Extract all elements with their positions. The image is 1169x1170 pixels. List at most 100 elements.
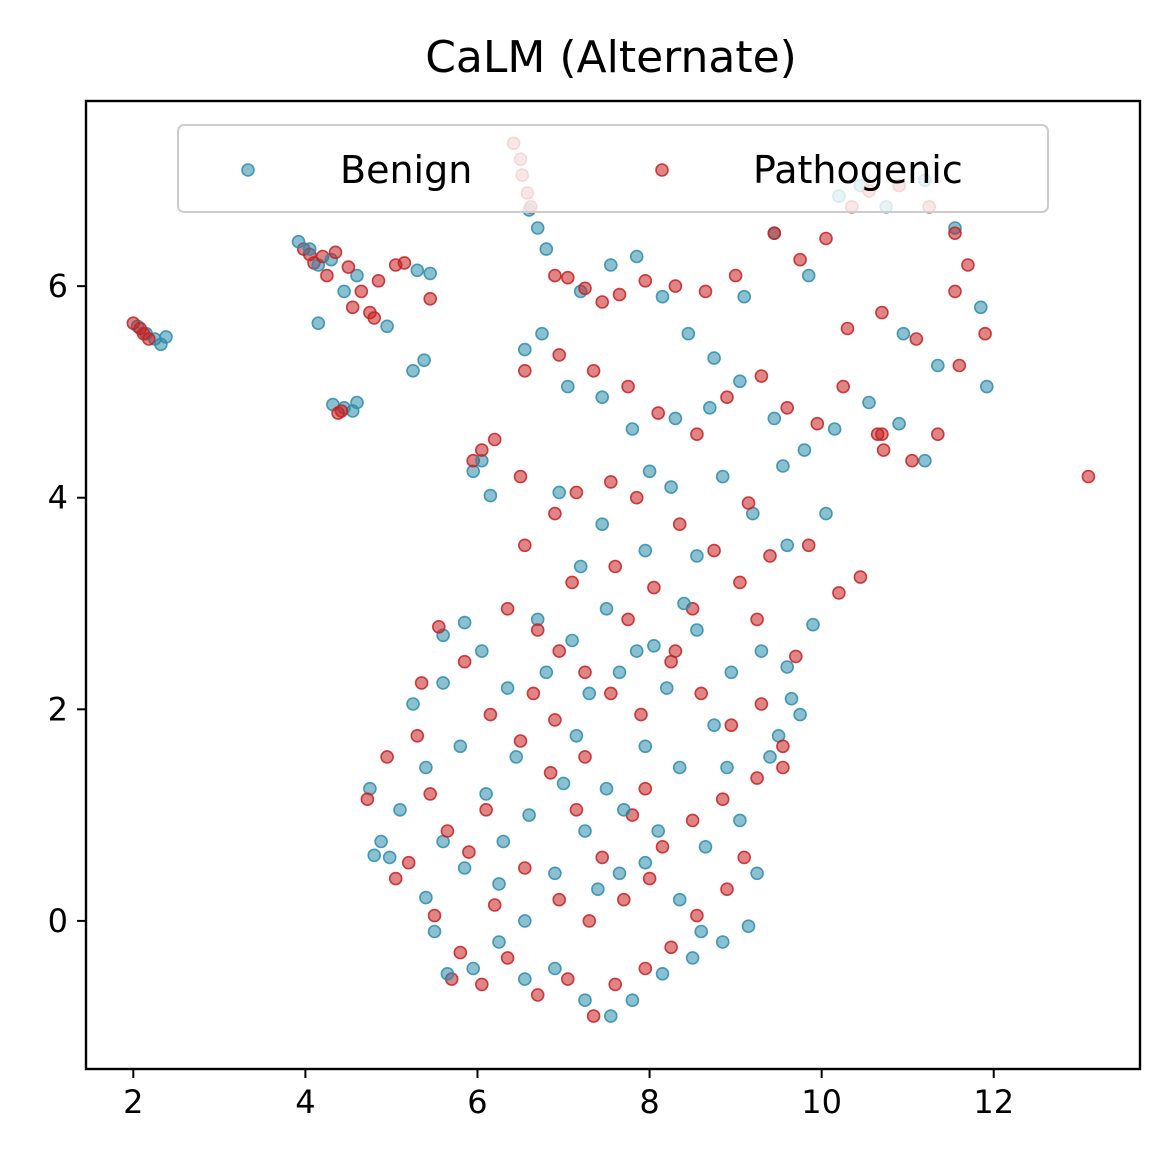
benign-point — [720, 760, 734, 775]
pathogenic-point — [612, 287, 627, 302]
benign-point — [423, 266, 438, 281]
pathogenic-point — [948, 284, 962, 299]
pathogenic-point — [741, 496, 756, 510]
pathogenic-point — [647, 580, 661, 595]
benign-point — [642, 464, 657, 479]
pathogenic-point — [655, 839, 670, 854]
pathogenic-point — [334, 404, 349, 418]
pathogenic-point — [582, 914, 597, 928]
x-tick-label: 10 — [801, 1083, 842, 1121]
pathogenic-point — [440, 824, 455, 838]
pathogenic-point — [909, 332, 924, 346]
pathogenic-point — [780, 400, 795, 415]
benign-point — [159, 330, 173, 344]
benign-point — [638, 739, 653, 754]
pathogenic-point — [832, 586, 846, 600]
pathogenic-point — [427, 908, 442, 923]
pathogenic-point — [698, 284, 713, 299]
pathogenic-point — [767, 226, 782, 240]
pathogenic-point — [672, 517, 687, 532]
pathogenic-point — [410, 728, 425, 743]
benign-point — [548, 866, 562, 881]
pathogenic-point — [569, 802, 584, 817]
pathogenic-point — [788, 649, 803, 664]
benign-point — [535, 326, 549, 341]
benign-point — [552, 485, 567, 500]
benign-point — [668, 411, 683, 426]
points-layer — [126, 136, 1096, 1023]
benign-point — [715, 935, 730, 949]
benign-point — [767, 411, 782, 426]
pathogenic-point — [750, 771, 764, 785]
pathogenic-point — [690, 427, 704, 442]
pathogenic-point — [345, 300, 360, 315]
benign-point — [724, 665, 739, 680]
pathogenic-point — [530, 988, 545, 1002]
pathogenic-point — [616, 892, 631, 907]
benign-point — [382, 850, 397, 865]
benign-point — [797, 443, 812, 457]
benign-point — [539, 665, 554, 680]
y-tick-label: 2 — [48, 690, 68, 728]
pathogenic-point — [930, 427, 945, 442]
pathogenic-point — [629, 490, 644, 505]
pathogenic-point — [328, 245, 343, 260]
pathogenic-point — [401, 855, 416, 870]
benign-point — [647, 638, 661, 653]
pathogenic-point — [380, 750, 394, 764]
pathogenic-point — [479, 802, 493, 817]
benign-point — [565, 633, 579, 648]
pathogenic-point — [715, 792, 730, 807]
pathogenic-point — [638, 781, 653, 796]
benign-point — [427, 924, 442, 939]
pathogenic-point — [905, 453, 919, 468]
pathogenic-point — [414, 676, 429, 690]
benign-point — [595, 390, 610, 405]
pathogenic-point — [569, 485, 584, 500]
legend-frame — [177, 124, 1049, 213]
pathogenic-point — [513, 734, 528, 748]
pathogenic-point — [560, 270, 575, 285]
benign-point — [337, 284, 351, 299]
plot-frame — [84, 99, 1142, 1071]
benign-point — [918, 453, 932, 468]
benign-point — [530, 221, 545, 235]
benign-point — [780, 660, 795, 674]
benign-point — [599, 781, 614, 796]
benign-point — [595, 517, 610, 532]
benign-point — [862, 395, 876, 410]
pathogenic-point — [638, 961, 653, 976]
pathogenic-point — [776, 739, 790, 754]
benign-point — [517, 914, 532, 928]
benign-point — [625, 993, 640, 1008]
pathogenic-point — [685, 813, 700, 828]
benign-point — [492, 877, 506, 891]
pathogenic-point — [694, 686, 709, 701]
benign-point — [733, 813, 747, 828]
benign-point — [569, 728, 584, 743]
pathogenic-point — [603, 475, 618, 489]
pathogenic-point — [487, 432, 502, 447]
legend-label-benign: Benign — [340, 148, 472, 192]
benign-point — [380, 319, 394, 334]
pathogenic-point — [776, 760, 790, 775]
x-tick-label: 12 — [973, 1083, 1014, 1121]
benign-point — [806, 617, 820, 632]
pathogenic-point — [724, 718, 739, 733]
pathogenic-point — [578, 281, 592, 296]
x-tick-label: 8 — [639, 1083, 659, 1121]
pathogenic-point — [707, 543, 721, 558]
pathogenic-point — [423, 787, 438, 801]
pathogenic-point — [621, 379, 635, 394]
benign-point — [979, 379, 994, 394]
pathogenic-point — [526, 686, 541, 701]
benign-point — [483, 488, 498, 503]
pathogenic-point — [483, 707, 498, 722]
pathogenic-point — [474, 977, 489, 992]
pathogenic-point — [578, 665, 592, 680]
pathogenic-point — [423, 291, 438, 306]
benign-point — [591, 882, 605, 897]
pathogenic-point — [737, 850, 752, 865]
pathogenic-point — [548, 713, 562, 727]
